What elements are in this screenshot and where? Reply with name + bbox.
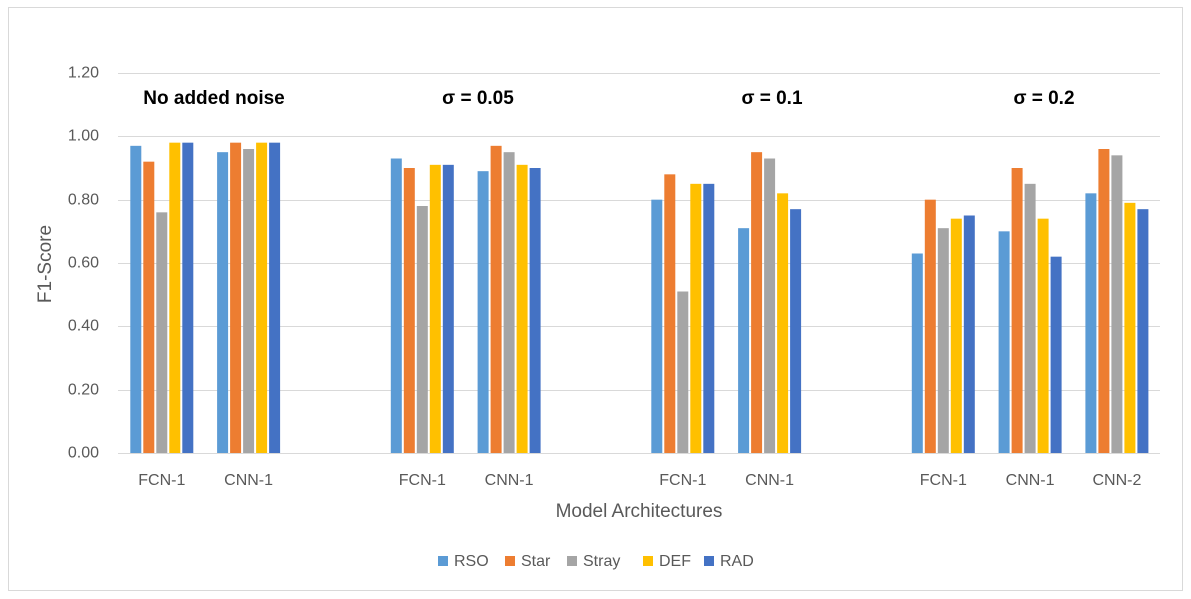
- y-tick-label: 1.00: [68, 128, 99, 145]
- bar-rso: [651, 199, 663, 453]
- chart-frame: [8, 7, 1183, 591]
- bar-stray: [243, 149, 255, 453]
- y-axis-title: F1-Score: [35, 225, 56, 303]
- bar-star: [664, 174, 676, 454]
- x-tick-label: CNN-1: [224, 472, 273, 489]
- x-tick-label: CNN-2: [1092, 472, 1141, 489]
- group-title: No added noise: [143, 88, 284, 109]
- bar-stray: [1111, 155, 1123, 454]
- legend-swatch-rad: [704, 556, 714, 566]
- legend-label-star: Star: [521, 553, 551, 570]
- bar-def: [169, 142, 181, 453]
- y-tick-label: 1.20: [68, 65, 99, 82]
- bar-rso: [738, 228, 750, 453]
- bars: [130, 142, 1149, 454]
- y-tick-label: 0.40: [68, 318, 99, 335]
- legend: RSO Star Stray DEF RAD: [438, 553, 754, 570]
- x-axis-ticks: FCN-1 CNN-1 FCN-1 CNN-1 FCN-1 CNN-1 FCN-1 CNN-1…: [138, 472, 1141, 489]
- bar-rad: [790, 209, 802, 453]
- bar-stray: [1024, 183, 1036, 454]
- bar-rso: [998, 231, 1010, 453]
- bar-def: [1037, 218, 1049, 453]
- bar-stray: [503, 152, 515, 453]
- x-tick-label: CNN-1: [745, 472, 794, 489]
- bar-stray: [937, 228, 949, 453]
- bar-rad: [529, 168, 541, 453]
- bar-def: [516, 164, 528, 454]
- x-tick-label: CNN-1: [1006, 472, 1055, 489]
- bar-star: [1098, 149, 1110, 453]
- bar-star: [143, 161, 155, 453]
- bar-rso: [217, 152, 229, 453]
- group-title: σ = 0.2: [1013, 88, 1074, 109]
- legend-swatch-rso: [438, 556, 448, 566]
- x-tick-label: FCN-1: [399, 472, 446, 489]
- legend-swatch-star: [505, 556, 515, 566]
- legend-swatch-stray: [567, 556, 577, 566]
- bar-rso: [130, 145, 142, 454]
- bar-rad: [182, 142, 194, 453]
- x-axis-title: Model Architectures: [556, 501, 723, 522]
- bar-star: [924, 199, 936, 453]
- x-tick-label: FCN-1: [138, 472, 185, 489]
- y-tick-label: 0.00: [68, 445, 99, 462]
- bar-def: [256, 142, 268, 453]
- bar-rad: [1137, 209, 1149, 453]
- bar-star: [490, 145, 502, 454]
- bar-rad: [269, 142, 281, 453]
- bar-star: [230, 142, 242, 453]
- bar-rso: [477, 171, 489, 453]
- bar-rad: [703, 183, 715, 454]
- bar-stray: [156, 212, 168, 453]
- x-tick-label: CNN-1: [485, 472, 534, 489]
- y-tick-label: 0.60: [68, 255, 99, 272]
- bar-rso: [390, 158, 402, 453]
- bar-stray: [416, 206, 428, 453]
- legend-swatch-def: [643, 556, 653, 566]
- bar-def: [429, 164, 441, 454]
- bar-rad: [1050, 256, 1062, 453]
- y-axis-ticks: 0.00 0.20 0.40 0.60 0.80 1.00 1.20: [68, 65, 99, 462]
- bar-star: [751, 152, 763, 453]
- bar-star: [1011, 168, 1023, 453]
- bar-rso: [911, 253, 923, 453]
- group-title: σ = 0.05: [442, 88, 514, 109]
- bar-stray: [677, 291, 689, 453]
- y-tick-label: 0.80: [68, 192, 99, 209]
- bar-def: [777, 193, 789, 454]
- bar-def: [690, 183, 702, 454]
- bar-stray: [764, 158, 776, 453]
- x-tick-label: FCN-1: [920, 472, 967, 489]
- bar-def: [1124, 202, 1136, 453]
- bar-rad: [442, 164, 454, 454]
- bar-rso: [1085, 193, 1097, 454]
- legend-label-rso: RSO: [454, 553, 489, 570]
- bar-rad: [963, 215, 975, 453]
- group-titles: No added noise σ = 0.05 σ = 0.1 σ = 0.2: [143, 88, 1074, 109]
- y-tick-label: 0.20: [68, 382, 99, 399]
- legend-label-rad: RAD: [720, 553, 754, 570]
- gridlines: [118, 73, 1160, 454]
- x-tick-label: FCN-1: [659, 472, 706, 489]
- bar-def: [950, 218, 962, 453]
- group-title: σ = 0.1: [741, 88, 802, 109]
- bar-star: [403, 168, 415, 453]
- legend-label-def: DEF: [659, 553, 691, 570]
- legend-label-stray: Stray: [583, 553, 620, 570]
